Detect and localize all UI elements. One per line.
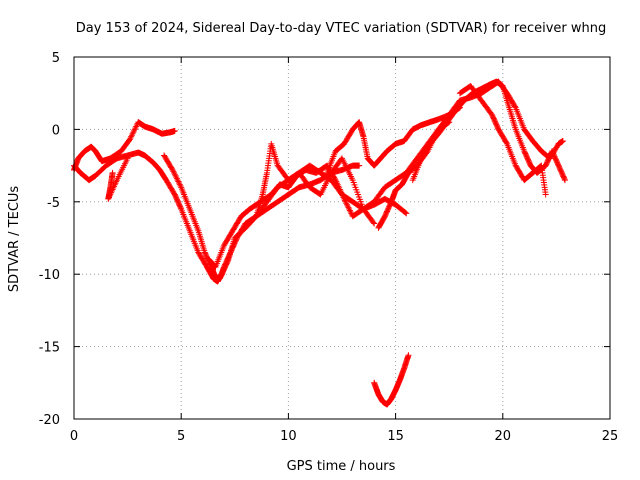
data-point — [344, 203, 351, 210]
data-point — [211, 263, 218, 270]
x-tick-label: 20 — [495, 429, 512, 444]
data-point — [371, 220, 378, 227]
data-point — [561, 175, 568, 182]
data-point — [174, 177, 181, 184]
data-point — [128, 133, 135, 140]
y-tick-label: -15 — [39, 341, 60, 356]
chart-title: Day 153 of 2024, Sidereal Day-to-day VTE… — [76, 21, 607, 36]
data-point — [542, 191, 549, 198]
data-point — [346, 207, 353, 214]
data-point — [133, 123, 140, 130]
data-point — [346, 206, 353, 213]
data-point — [128, 132, 135, 139]
series-track-4 — [206, 119, 453, 270]
data-point — [124, 155, 131, 162]
data-point — [176, 179, 183, 186]
axis-ticks: 0 5 10 15 20 25 5 0 -5 -10 -15 -20 — [39, 51, 619, 444]
y-tick-label: 5 — [52, 51, 60, 66]
series-track-8 — [409, 78, 568, 184]
data-point — [342, 198, 349, 205]
series-track-9 — [456, 82, 549, 198]
data-points — [71, 78, 568, 408]
data-point — [126, 136, 133, 143]
data-point — [511, 103, 518, 110]
data-point — [171, 127, 178, 134]
grid — [74, 57, 610, 419]
data-point — [177, 204, 184, 211]
data-point — [341, 195, 348, 202]
data-point — [347, 208, 354, 215]
y-tick-label: 0 — [52, 123, 60, 138]
data-point — [177, 182, 184, 189]
series-track-10 — [371, 352, 412, 408]
series-track-7 — [375, 78, 566, 231]
data-point — [170, 168, 177, 175]
data-point — [561, 177, 568, 184]
x-tick-label: 5 — [177, 429, 185, 444]
x-tick-label: 25 — [602, 429, 619, 444]
x-axis-label: GPS time / hours — [287, 459, 396, 474]
y-tick-label: -10 — [39, 268, 60, 283]
data-point — [341, 197, 348, 204]
data-point — [345, 204, 352, 211]
data-point — [171, 171, 178, 178]
y-tick-label: -5 — [47, 196, 60, 211]
data-point — [370, 219, 377, 226]
data-point — [405, 352, 412, 359]
x-tick-label: 15 — [387, 429, 404, 444]
y-tick-label: -20 — [39, 413, 60, 428]
plot-frame — [73, 56, 611, 420]
data-point — [131, 126, 138, 133]
data-point — [559, 137, 566, 144]
data-point — [173, 174, 180, 181]
data-point — [331, 175, 338, 182]
data-point — [402, 209, 409, 216]
data-point — [127, 135, 134, 142]
data-point — [503, 139, 510, 146]
data-point — [175, 178, 182, 185]
data-point — [131, 127, 138, 134]
data-point — [343, 200, 350, 207]
data-point — [172, 172, 179, 179]
data-point — [356, 162, 363, 169]
data-point — [168, 165, 175, 172]
data-point — [176, 181, 183, 188]
data-point — [129, 130, 136, 137]
data-point — [169, 166, 176, 173]
data-point — [132, 124, 139, 131]
series-track-11 — [105, 155, 131, 202]
data-point — [130, 129, 137, 136]
data-point — [344, 201, 351, 208]
data-point — [173, 175, 180, 182]
series-track-5 — [253, 140, 378, 227]
data-point — [171, 169, 178, 176]
x-tick-label: 0 — [70, 429, 78, 444]
data-point — [403, 210, 410, 217]
x-tick-label: 10 — [280, 429, 297, 444]
y-axis-label: SDTVAR / TECUs — [7, 186, 22, 293]
